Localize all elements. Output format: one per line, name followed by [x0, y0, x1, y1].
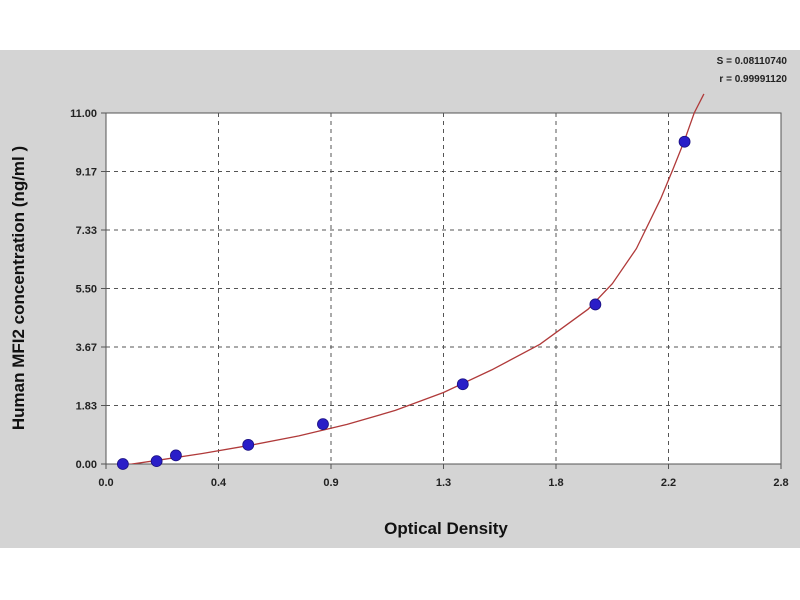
data-point [242, 438, 255, 451]
x-tick-label: 0.9 [323, 477, 338, 489]
x-axis-title: Optical Density [384, 519, 508, 538]
y-tick-label: 1.83 [76, 401, 97, 413]
chart-panel: 0.0 0.4 0.9 1.3 1.8 2.2 2.8 0.00 1.83 3.67 5.50 7.3… [0, 50, 800, 548]
y-tick-label: 5.50 [76, 284, 97, 296]
tick-labels: 0.0 0.4 0.9 1.3 1.8 2.2 2.8 0.00 1.83 3.67 5.50 7.3… [70, 108, 789, 489]
x-tick-label: 1.8 [548, 477, 563, 489]
x-tick-label: 2.8 [773, 477, 788, 489]
y-tick-label: 0.00 [76, 459, 97, 471]
x-tick-label: 2.2 [661, 477, 676, 489]
x-tick-label: 0.0 [98, 477, 113, 489]
chart-svg: 0.0 0.4 0.9 1.3 1.8 2.2 2.8 0.00 1.83 3.67 5.50 7.3… [9, 56, 789, 538]
y-axis-title: Human MFI2 concentration (ng/ml ) [9, 146, 28, 430]
data-point [150, 455, 163, 468]
y-tick-label: 9.17 [76, 167, 97, 179]
data-points [116, 135, 691, 470]
data-point [678, 135, 691, 148]
data-point [317, 418, 329, 431]
grid [101, 112, 782, 469]
y-tick-label: 3.67 [76, 342, 97, 354]
fit-stat-line: S = 0.08110740 [717, 56, 788, 67]
data-point [116, 458, 129, 470]
x-tick-label: 0.4 [211, 477, 227, 489]
y-tick-label: 11.00 [70, 108, 97, 120]
x-tick-label: 1.3 [436, 477, 451, 489]
data-point [170, 449, 182, 462]
data-point [456, 378, 469, 391]
fit-statistics: S = 0.08110740 r = 0.99991120 [717, 56, 788, 85]
y-tick-label: 7.33 [76, 225, 97, 237]
fit-stat-line: r = 0.99991120 [719, 74, 787, 85]
fit-curve [127, 93, 705, 464]
data-point [589, 298, 602, 311]
fit-curve-layer [127, 93, 705, 464]
